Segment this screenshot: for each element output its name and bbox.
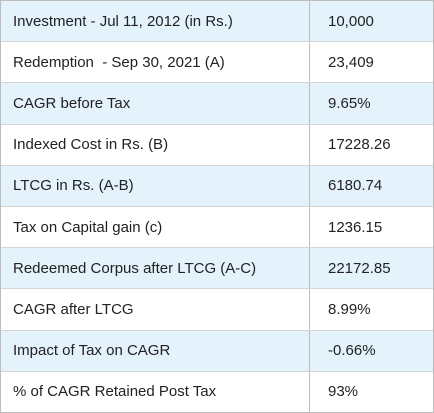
row-value: 6180.74 [328,177,383,195]
table-row: Indexed Cost in Rs. (B) 17228.26 [1,124,433,166]
table-row: Investment - Jul 11, 2012 (in Rs.) 10,000 [1,1,433,43]
row-value: 23,409 [328,53,374,71]
table-row: Impact of Tax on CAGR -0.66% [1,330,433,372]
row-label: Investment - Jul 11, 2012 (in Rs.) [1,1,310,42]
row-value: 17228.26 [328,136,391,154]
row-label: Redeemed Corpus after LTCG (A-C) [1,248,310,289]
table-row: CAGR before Tax 9.65% [1,83,433,125]
row-value: 1236.15 [328,218,383,236]
row-label: Tax on Capital gain (c) [1,207,310,248]
table-row: Redeemed Corpus after LTCG (A-C) 22172.85 [1,248,433,290]
row-value: 10,000 [328,12,374,30]
row-label: LTCG in Rs. (A-B) [1,165,310,207]
row-label: Redemption - Sep 30, 2021 (A) [1,42,310,83]
row-value: 8.99% [328,301,371,319]
table-row: CAGR after LTCG 8.99% [1,289,433,331]
row-value: 22172.85 [328,259,391,277]
table-row: % of CAGR Retained Post Tax 93% [1,371,433,413]
row-value: -0.66% [328,342,376,360]
table-row: LTCG in Rs. (A-B) 6180.74 [1,165,433,208]
row-value: 9.65% [328,95,371,112]
row-label: CAGR after LTCG [1,289,310,330]
row-label: % of CAGR Retained Post Tax [1,371,310,413]
row-value: 93% [328,383,359,401]
row-label: Impact of Tax on CAGR [1,330,310,371]
table-row: Redemption - Sep 30, 2021 (A) 23,409 [1,42,433,84]
row-label: Indexed Cost in Rs. (B) [1,124,310,165]
row-label: CAGR before Tax [1,83,310,124]
table-row: Tax on Capital gain (c) 1236.15 [1,207,433,249]
